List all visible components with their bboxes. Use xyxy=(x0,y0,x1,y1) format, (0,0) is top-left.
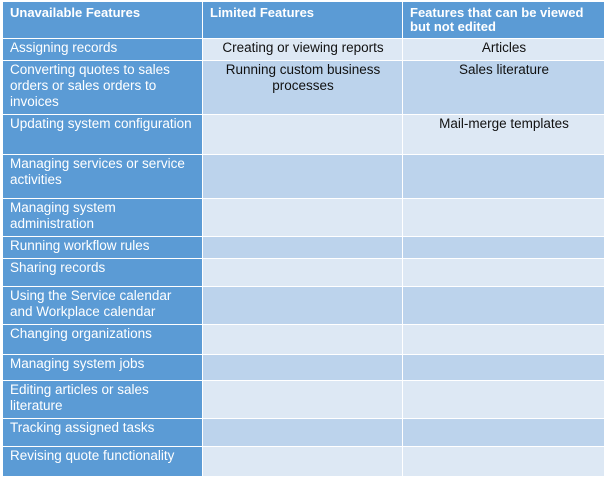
table-cell: Mail-merge templates xyxy=(402,114,605,155)
feature-cell: Converting quotes to sales orders or sal… xyxy=(2,60,203,115)
feature-cell: Managing services or service activities xyxy=(2,154,203,199)
table-cell xyxy=(202,354,403,381)
column-header: Features that can be viewed but not edit… xyxy=(402,1,605,39)
feature-cell: Editing articles or sales literature xyxy=(2,380,203,419)
column-header: Limited Features xyxy=(202,1,403,39)
table-row: Running workflow rules xyxy=(2,236,605,259)
feature-cell: Revising quote functionality xyxy=(2,446,203,477)
table-row: Updating system configuration Mail-merge … xyxy=(2,114,605,155)
table-cell xyxy=(402,418,605,447)
feature-cell: Sharing records xyxy=(2,258,203,287)
table-row: Assigning records Creating or viewing rep… xyxy=(2,38,605,61)
table-cell: Running custom business processes xyxy=(202,60,403,115)
table-row: Managing system jobs xyxy=(2,354,605,381)
feature-cell: Running workflow rules xyxy=(2,236,203,259)
table-cell xyxy=(202,286,403,325)
feature-cell: Assigning records xyxy=(2,38,203,61)
table-cell xyxy=(402,198,605,237)
table-cell xyxy=(402,286,605,325)
table-cell xyxy=(202,114,403,155)
table-row: Sharing records xyxy=(2,258,605,287)
feature-cell: Managing system administration xyxy=(2,198,203,237)
table-row: Revising quote functionality xyxy=(2,446,605,477)
feature-cell: Tracking assigned tasks xyxy=(2,418,203,447)
feature-cell: Managing system jobs xyxy=(2,354,203,381)
table-cell xyxy=(202,446,403,477)
table-row: Converting quotes to sales orders or sal… xyxy=(2,60,605,115)
table-cell xyxy=(402,380,605,419)
table-cell xyxy=(202,380,403,419)
table-cell: Articles xyxy=(402,38,605,61)
column-header: Unavailable Features xyxy=(2,1,203,39)
table-row: Tracking assigned tasks xyxy=(2,418,605,447)
table-cell xyxy=(402,354,605,381)
table-cell xyxy=(202,324,403,355)
table-cell xyxy=(202,236,403,259)
table-row: Managing system administration xyxy=(2,198,605,237)
table-cell xyxy=(402,324,605,355)
table-cell xyxy=(402,446,605,477)
table-row: Editing articles or sales literature xyxy=(2,380,605,419)
table-cell xyxy=(202,418,403,447)
feature-cell: Using the Service calendar and Workplace… xyxy=(2,286,203,325)
table-row: Changing organizations xyxy=(2,324,605,355)
feature-cell: Changing organizations xyxy=(2,324,203,355)
table-cell xyxy=(402,236,605,259)
table-cell: Sales literature xyxy=(402,60,605,115)
table-cell xyxy=(202,198,403,237)
table-cell xyxy=(402,258,605,287)
table-cell xyxy=(202,258,403,287)
table-row: Managing services or service activities xyxy=(2,154,605,199)
table-cell xyxy=(202,154,403,199)
table-cell: Creating or viewing reports xyxy=(202,38,403,61)
header-row: Unavailable Features Limited Features Feat… xyxy=(2,1,605,39)
table-cell xyxy=(402,154,605,199)
table-row: Using the Service calendar and Workplace… xyxy=(2,286,605,325)
feature-cell: Updating system configuration xyxy=(2,114,203,155)
